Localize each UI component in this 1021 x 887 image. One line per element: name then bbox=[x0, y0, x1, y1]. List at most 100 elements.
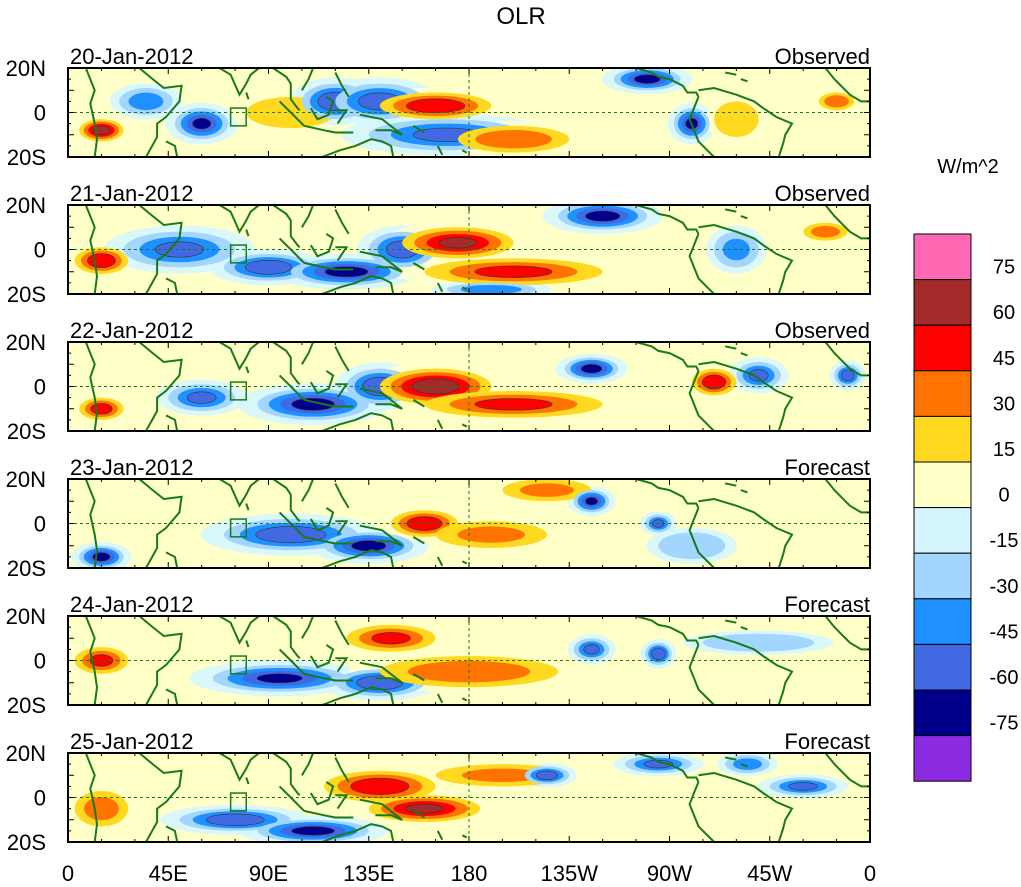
coastline-25 bbox=[824, 342, 870, 377]
coastline-8 bbox=[301, 205, 315, 228]
colorbar-label: -60 bbox=[990, 667, 1019, 689]
coastline-2 bbox=[138, 479, 183, 568]
coastline-2 bbox=[138, 753, 183, 842]
colorbar-swatch bbox=[913, 279, 972, 326]
coastline-19 bbox=[635, 753, 700, 783]
anomaly-12-level-1 bbox=[714, 101, 759, 137]
coastline-6 bbox=[245, 366, 250, 374]
coastline-24 bbox=[740, 626, 748, 631]
y-tick-label: 0 bbox=[34, 786, 46, 811]
coastline-11 bbox=[309, 781, 335, 806]
coastline-15 bbox=[321, 138, 395, 157]
coastline-14 bbox=[359, 113, 403, 136]
coastline-25 bbox=[824, 616, 870, 651]
coastline-14 bbox=[359, 661, 403, 684]
panel-date: 24-Jan-2012 bbox=[70, 592, 194, 617]
coastlines bbox=[84, 205, 870, 294]
colorbar-label: 15 bbox=[993, 439, 1015, 461]
colorbar-swatch bbox=[913, 552, 972, 600]
panel-kind: Forecast bbox=[784, 455, 870, 480]
anomaly-9-level-2 bbox=[732, 758, 762, 770]
coastline-21 bbox=[698, 634, 794, 705]
chart-title: OLR bbox=[496, 3, 545, 30]
coastline-17 bbox=[436, 556, 444, 567]
panels: 20N 0 20S 20-Jan-2012 Observed 20N 0 20S 21-Jan-… bbox=[6, 44, 871, 855]
y-tick-label: 0 bbox=[34, 375, 46, 400]
region-box bbox=[229, 792, 247, 812]
panel-date: 22-Jan-2012 bbox=[70, 318, 194, 343]
colorbar-swatch bbox=[913, 324, 972, 372]
coastline-19 bbox=[635, 205, 700, 235]
coastline-5 bbox=[218, 616, 261, 645]
coastline-3 bbox=[165, 277, 179, 294]
anomaly-7-level-3 bbox=[474, 265, 553, 278]
coastline-3 bbox=[165, 140, 179, 157]
coastline-24 bbox=[740, 489, 748, 494]
coastline-12 bbox=[335, 383, 349, 399]
anomaly-6-level-4 bbox=[438, 237, 477, 249]
anomaly-8-level-3 bbox=[702, 374, 727, 390]
anomaly-1-level-3 bbox=[89, 654, 114, 667]
coastline-19 bbox=[635, 68, 700, 98]
anomaly-field bbox=[71, 68, 861, 157]
coastline-5 bbox=[218, 479, 261, 508]
coastline-20 bbox=[688, 644, 715, 705]
coastline-11 bbox=[309, 370, 335, 395]
coastline-15 bbox=[321, 823, 395, 842]
x-tick-label: 180 bbox=[451, 861, 488, 886]
anomaly-9-level-4 bbox=[585, 210, 621, 222]
coastline-1 bbox=[84, 68, 99, 157]
y-tick-label: 20N bbox=[6, 741, 46, 766]
colorbar-swatch bbox=[913, 415, 972, 463]
coastline-24 bbox=[740, 215, 748, 220]
coastline-17 bbox=[436, 419, 444, 430]
anomaly-13-level-2 bbox=[824, 95, 849, 108]
coastline-19 bbox=[635, 616, 700, 646]
coastline-10 bbox=[303, 535, 354, 545]
coastline-12 bbox=[335, 109, 349, 125]
coastline-18 bbox=[461, 697, 468, 702]
anomaly-1-level-3 bbox=[87, 253, 116, 268]
x-tick-label: 45E bbox=[149, 861, 188, 886]
anomaly-8-level-3 bbox=[643, 759, 674, 769]
coastline-13 bbox=[334, 482, 350, 509]
coastline-17 bbox=[436, 830, 444, 841]
coastline-24 bbox=[740, 78, 748, 83]
coastline-2 bbox=[138, 342, 183, 431]
region-box bbox=[229, 244, 247, 264]
coastline-1 bbox=[84, 342, 99, 431]
coastline-8 bbox=[301, 68, 315, 91]
anomaly-field bbox=[71, 353, 866, 426]
y-tick-label: 20S bbox=[7, 556, 46, 581]
coastline-11 bbox=[309, 233, 335, 258]
coastline-25 bbox=[824, 205, 870, 240]
region-box bbox=[229, 381, 247, 401]
coastline-13 bbox=[334, 345, 350, 372]
anomaly-8-level-2 bbox=[460, 284, 522, 294]
anomaly-5-level-2 bbox=[457, 526, 525, 543]
anomaly-3-level-4 bbox=[291, 826, 335, 836]
panel-kind: Forecast bbox=[784, 592, 870, 617]
coastline-8 bbox=[301, 616, 315, 639]
coastline-11 bbox=[309, 644, 335, 669]
panel-kind: Observed bbox=[775, 181, 870, 206]
anomaly-7-level-4 bbox=[580, 364, 603, 374]
panel-date: 20-Jan-2012 bbox=[70, 44, 194, 69]
coastline-5 bbox=[218, 753, 261, 782]
coastline-12 bbox=[335, 794, 349, 810]
coastline-8 bbox=[301, 753, 315, 776]
coastline-21 bbox=[698, 86, 794, 157]
coastline-23 bbox=[724, 208, 737, 213]
coastline-25 bbox=[824, 753, 870, 788]
map-panel-2: 20N 0 20S 21-Jan-2012 Observed bbox=[6, 181, 871, 307]
region-box bbox=[229, 518, 247, 538]
coastline-3 bbox=[165, 551, 179, 568]
coastline-20 bbox=[688, 781, 715, 842]
coastline-6 bbox=[245, 229, 250, 237]
coastline-23 bbox=[725, 619, 737, 624]
coastlines bbox=[84, 616, 870, 705]
coastlines bbox=[84, 342, 870, 431]
coastline-3 bbox=[165, 825, 179, 842]
coastline-21 bbox=[698, 223, 794, 294]
